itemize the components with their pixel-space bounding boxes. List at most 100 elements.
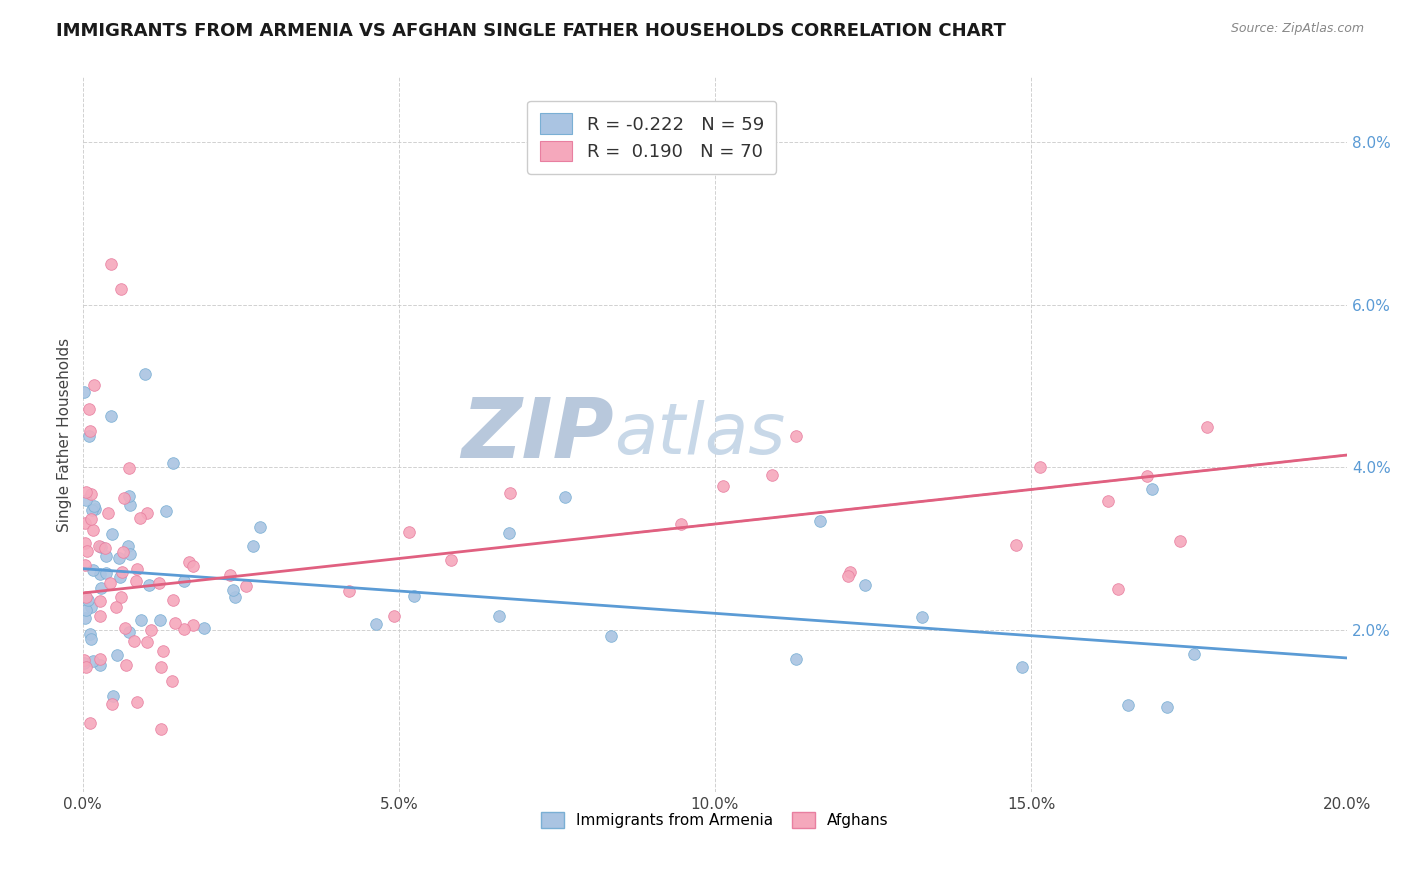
Point [79,715,101,730]
Point [96,566,118,580]
Point [97,507,120,521]
Point [79,424,101,438]
Point [249,520,271,534]
Point [155,504,177,518]
Point [89,567,111,582]
Point [152,644,174,658]
Point [1116,698,1139,712]
Point [100,257,122,271]
Point [112,544,135,558]
Point [118,490,141,504]
Point [94,549,117,563]
Point [181,617,204,632]
Point [149,614,172,628]
Text: IMMIGRANTS FROM ARMENIA VS AFGHAN SINGLE FATHER HOUSEHOLDS CORRELATION CHART: IMMIGRANTS FROM ARMENIA VS AFGHAN SINGLE… [56,22,1007,40]
Point [128,511,150,525]
Point [785,429,807,443]
Point [488,609,510,624]
Point [89,658,111,673]
Point [83,378,105,392]
Point [115,658,138,673]
Point [711,478,734,492]
Point [82,523,104,537]
Point [808,514,831,528]
Point [173,622,195,636]
Point [120,547,142,561]
Point [108,551,131,566]
Point [669,516,692,531]
Point [600,630,623,644]
Point [1135,469,1157,483]
Point [1140,482,1163,496]
Point [110,281,132,295]
Point [80,512,103,526]
Point [125,562,148,576]
Point [554,490,576,504]
Point [125,695,148,709]
Point [838,565,860,579]
Point [112,491,135,505]
Point [75,516,97,530]
Point [75,603,97,617]
Point [98,576,121,591]
Point [235,578,257,592]
Point [75,492,97,507]
Point [853,578,876,592]
Point [76,593,98,607]
Legend: Immigrants from Armenia, Afghans: Immigrants from Armenia, Afghans [536,805,894,834]
Point [138,577,160,591]
Point [103,689,125,703]
Point [105,599,128,614]
Point [80,503,103,517]
Point [114,621,136,635]
Point [105,648,128,662]
Point [129,613,152,627]
Point [402,590,425,604]
Point [177,554,200,568]
Point [73,536,96,550]
Point [364,617,387,632]
Point [135,635,157,649]
Point [83,502,105,516]
Point [90,581,112,595]
Point [382,609,405,624]
Point [73,653,96,667]
Point [82,654,104,668]
Text: ZIP: ZIP [461,394,614,475]
Point [173,574,195,588]
Point [73,611,96,625]
Point [219,567,242,582]
Text: Source: ZipAtlas.com: Source: ZipAtlas.com [1230,22,1364,36]
Point [134,367,156,381]
Point [110,590,132,604]
Point [80,632,103,647]
Point [94,541,117,555]
Point [837,569,859,583]
Point [75,590,97,604]
Point [77,428,100,442]
Point [1170,533,1192,548]
Point [76,543,98,558]
Point [339,583,361,598]
Point [111,565,134,579]
Point [89,652,111,666]
Point [110,570,132,584]
Point [101,698,124,712]
Point [82,563,104,577]
Point [75,660,97,674]
Point [1011,660,1033,674]
Point [77,402,100,417]
Point [148,575,170,590]
Point [89,609,111,624]
Point [163,615,186,630]
Point [224,591,246,605]
Point [911,610,934,624]
Point [135,506,157,520]
Point [242,540,264,554]
Point [80,487,103,501]
Point [149,660,172,674]
Point [440,553,463,567]
Point [162,456,184,470]
Text: atlas: atlas [614,401,785,469]
Y-axis label: Single Father Households: Single Father Households [58,338,72,532]
